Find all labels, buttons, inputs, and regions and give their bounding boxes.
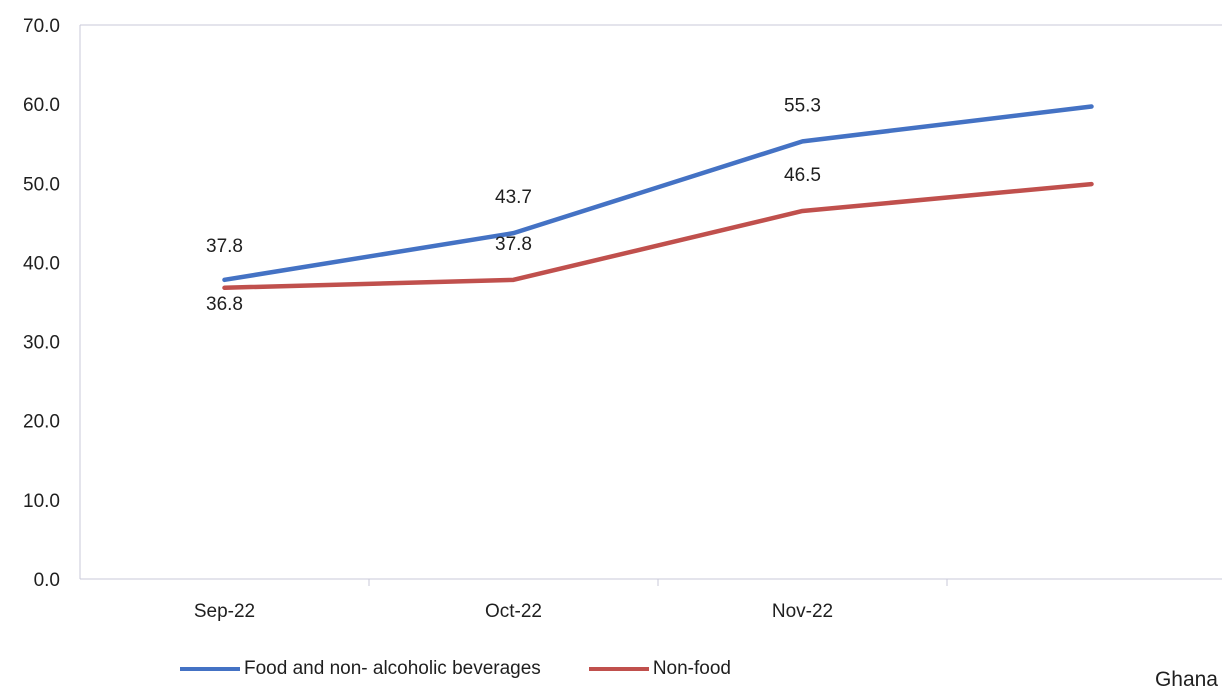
legend-item-food: Food and non- alcoholic beverages	[180, 658, 541, 680]
y-tick-label: 50.0	[23, 174, 60, 195]
legend-label-nonfood: Non-food	[652, 658, 731, 679]
series-line-nonfood	[222, 181, 1094, 291]
y-tick-label: 40.0	[23, 253, 60, 274]
data-label: 37.8	[206, 236, 243, 257]
y-tick-label: 30.0	[23, 333, 60, 354]
series-line-food	[222, 104, 1094, 283]
legend-swatch-nonfood	[588, 667, 649, 671]
x-tick-label: Oct-22	[485, 601, 542, 622]
legend: Food and non- alcoholic beverages Non-fo…	[180, 658, 779, 680]
legend-swatch-food	[180, 667, 240, 671]
data-label: 46.5	[784, 165, 821, 186]
series-lines	[222, 104, 1094, 291]
y-tick-label: 0.0	[34, 570, 60, 591]
legend-item-nonfood: Non-food	[588, 658, 731, 680]
source-text: Ghana	[1154, 668, 1218, 691]
data-label: 37.8	[495, 234, 532, 255]
y-tick-label: 60.0	[23, 95, 60, 116]
y-tick-label: 70.0	[23, 16, 60, 37]
y-tick-label: 10.0	[23, 491, 60, 512]
data-label: 55.3	[784, 95, 821, 116]
y-axis-ticks: 0.0 10.0 20.0 30.0 40.0 50.0 60.0 70.0	[23, 16, 60, 591]
plot-frame	[79, 24, 1222, 586]
x-tick-label: Sep-22	[194, 601, 255, 622]
data-label: 43.7	[495, 187, 532, 208]
legend-label-food: Food and non- alcoholic beverages	[244, 658, 541, 679]
y-tick-label: 20.0	[23, 412, 60, 433]
x-axis-ticks: Sep-22 Oct-22 Nov-22	[194, 601, 833, 622]
data-label: 36.8	[206, 294, 243, 315]
data-labels: 37.8 43.7 55.3 36.8 37.8 46.5	[206, 95, 821, 314]
x-tick-label: Nov-22	[772, 601, 833, 622]
